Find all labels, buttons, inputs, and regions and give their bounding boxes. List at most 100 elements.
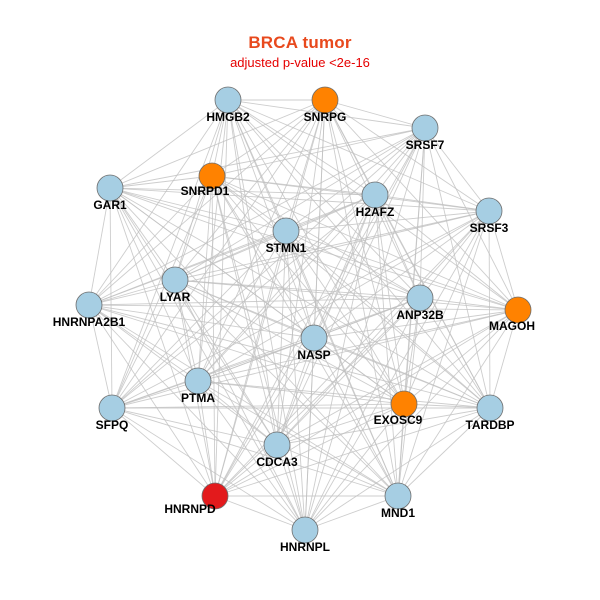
network-edge — [304, 495, 399, 531]
network-edge — [111, 380, 199, 409]
network-edge — [197, 309, 519, 382]
network-edge — [174, 279, 405, 405]
network-edge — [424, 127, 490, 212]
chart-title: BRCA tumor — [248, 33, 352, 52]
network-edge — [227, 99, 376, 196]
node-label: GAR1 — [93, 198, 127, 212]
network-edge — [403, 210, 490, 405]
network-edge — [88, 175, 213, 306]
network-edge — [109, 127, 426, 189]
network-edge — [109, 99, 326, 189]
network-edge — [109, 187, 176, 281]
node-label: ANP32B — [396, 308, 444, 322]
network-edge — [88, 304, 315, 339]
network-node — [291, 516, 319, 544]
network-edge — [174, 127, 426, 281]
network-edge — [374, 127, 426, 196]
node-label: SRSF7 — [406, 138, 445, 152]
network-node — [300, 324, 328, 352]
network-edge — [374, 194, 490, 212]
node-label: PTMA — [181, 391, 215, 405]
network-edge — [374, 194, 405, 405]
network-edge — [488, 210, 519, 311]
network-edge — [174, 279, 399, 497]
network-edge — [285, 230, 421, 299]
network-edge — [276, 407, 491, 446]
network-edge — [324, 99, 426, 129]
network-edge — [227, 99, 426, 129]
network-edge — [304, 337, 315, 531]
network-edge — [227, 99, 490, 212]
network-edge — [374, 194, 519, 311]
network-edge — [109, 187, 491, 409]
network-edge — [304, 407, 491, 531]
network-edge — [109, 187, 421, 299]
node-label: HMGB2 — [206, 110, 250, 124]
network-edge — [214, 403, 405, 497]
node-layer — [75, 86, 532, 544]
network-edge — [111, 337, 315, 409]
network-node — [98, 394, 126, 422]
network-node — [390, 390, 418, 418]
network-edge — [374, 194, 421, 299]
network-edge — [197, 230, 287, 382]
network-edge — [285, 230, 306, 531]
network-edge — [174, 279, 421, 299]
node-label: HNRNPL — [280, 540, 330, 554]
network-edge — [214, 230, 287, 497]
network-edge — [211, 175, 490, 212]
edge-layer — [88, 99, 519, 531]
network-edge — [419, 210, 490, 299]
node-label: SNRPG — [304, 110, 347, 124]
network-edge — [397, 210, 490, 497]
network-edge — [397, 309, 519, 497]
network-edge — [403, 403, 491, 409]
network-edge — [313, 309, 519, 339]
network-node — [411, 114, 439, 142]
node-label: HNRNPD — [164, 502, 216, 516]
network-node — [361, 181, 389, 209]
network-edge — [285, 230, 519, 311]
network-edge — [313, 194, 376, 339]
network-edge — [174, 279, 519, 311]
network-edge — [324, 99, 519, 311]
network-edge — [109, 99, 229, 189]
network-edge — [304, 194, 376, 531]
network-edge — [374, 194, 399, 497]
node-label: SFPQ — [96, 418, 129, 432]
network-edge — [109, 187, 490, 212]
network-edge — [88, 230, 287, 306]
network-edge — [111, 210, 490, 409]
network-edge — [397, 403, 405, 497]
network-node — [198, 162, 226, 190]
network-edge — [109, 187, 306, 531]
network-edge — [111, 309, 519, 409]
network-edge — [88, 304, 199, 382]
network-edge — [88, 304, 278, 446]
network-node — [504, 296, 532, 324]
chart-subtitle: adjusted p-value <2e-16 — [230, 55, 370, 70]
network-edge — [285, 230, 315, 339]
node-label: STMN1 — [266, 241, 307, 255]
network-edge — [174, 230, 287, 281]
network-edge — [285, 210, 490, 232]
network-node — [384, 482, 412, 510]
network-edge — [214, 495, 306, 531]
network-edge — [285, 230, 405, 405]
network-node — [161, 266, 189, 294]
network-edge — [313, 337, 399, 497]
network-edge — [424, 127, 519, 311]
node-label: H2AFZ — [356, 205, 395, 219]
network-edge — [197, 380, 216, 497]
node-label: SRSF3 — [470, 221, 509, 235]
node-label: MND1 — [381, 506, 415, 520]
network-edge — [419, 297, 491, 409]
network-edge — [227, 99, 491, 409]
network-edge — [324, 99, 405, 405]
network-edge — [227, 99, 421, 299]
network-edge — [313, 337, 491, 409]
network-edge — [419, 297, 519, 311]
network-edge — [211, 127, 426, 177]
network-edge — [197, 380, 491, 409]
